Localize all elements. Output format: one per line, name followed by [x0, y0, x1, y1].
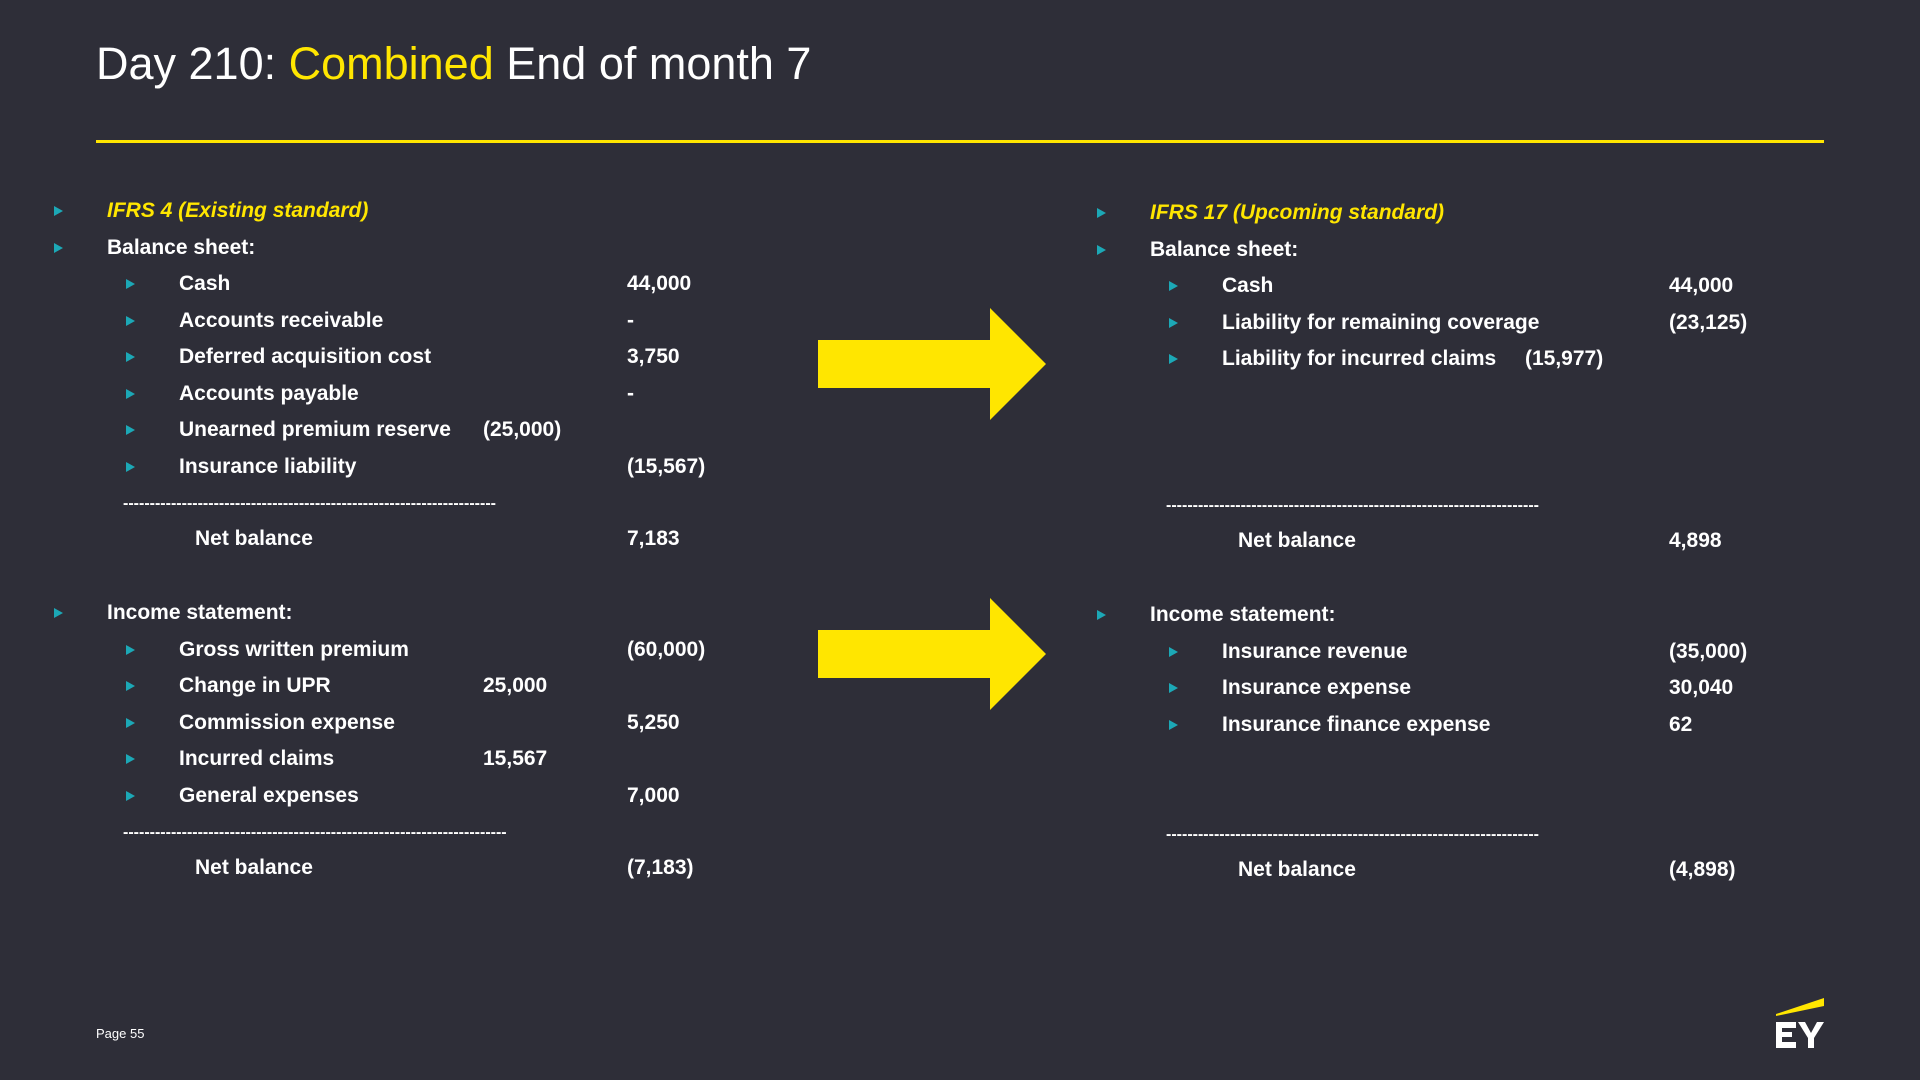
- bullet-icon: [126, 681, 135, 691]
- is-item-label: Gross written premium: [179, 638, 409, 661]
- bullet-icon: [126, 389, 135, 399]
- is-item-value: 5,250: [627, 711, 680, 734]
- bs-item-value: (15,567): [627, 455, 706, 478]
- ifrs17-income-statement-label: Income statement:: [1150, 603, 1336, 626]
- ifrs4-heading: IFRS 4 (Existing standard): [107, 199, 369, 222]
- bs-item-value: 44,000: [627, 272, 692, 295]
- is-item-label: Commission expense: [179, 711, 395, 734]
- bs-item-label: Liability for remaining coverage: [1222, 311, 1540, 334]
- bs-item-value: (15,977): [1525, 347, 1604, 370]
- is-item-value: 30,040: [1669, 676, 1734, 699]
- is-item-value: (35,000): [1669, 640, 1748, 663]
- bullet-icon: [54, 608, 63, 618]
- ifrs4-income-statement-label: Income statement:: [107, 601, 293, 624]
- ifrs17-heading: IFRS 17 (Upcoming standard): [1150, 201, 1445, 224]
- bs-item-label: Cash: [179, 272, 231, 295]
- bullet-icon: [1097, 245, 1106, 255]
- bullet-icon: [1169, 354, 1178, 364]
- title-suffix: End of month 7: [493, 38, 812, 89]
- separator-line: ----------------------------------------…: [123, 824, 507, 841]
- slide-title: Day 210: Combined End of month 7: [96, 38, 811, 90]
- bs-net-value: 4,898: [1669, 529, 1722, 552]
- bullet-icon: [126, 645, 135, 655]
- is-item-value: 7,000: [627, 784, 680, 807]
- bs-item-label: Accounts payable: [179, 382, 359, 405]
- is-item-value: 15,567: [483, 747, 548, 770]
- page-number: Page 55: [96, 1026, 145, 1041]
- bullet-icon: [1169, 683, 1178, 693]
- right-arrow-icon: [818, 308, 1046, 420]
- bullet-icon: [1097, 610, 1106, 620]
- bullet-icon: [54, 243, 63, 253]
- bs-item-value: (25,000): [483, 418, 562, 441]
- is-item-label: Insurance revenue: [1222, 640, 1408, 663]
- is-net-value: (7,183): [627, 856, 694, 879]
- bullet-icon: [54, 206, 63, 216]
- title-prefix: Day 210:: [96, 38, 289, 89]
- bs-net-label: Net balance: [195, 527, 313, 550]
- ey-logo-icon: EY: [1776, 998, 1824, 1048]
- is-item-value: 25,000: [483, 674, 548, 697]
- is-item-value: 62: [1669, 713, 1693, 736]
- bs-net-value: 7,183: [627, 527, 680, 550]
- bullet-icon: [1169, 647, 1178, 657]
- bullet-icon: [126, 791, 135, 801]
- title-divider: [96, 140, 1824, 143]
- bullet-icon: [126, 279, 135, 289]
- bs-item-label: Insurance liability: [179, 455, 357, 478]
- bs-item-value: 44,000: [1669, 274, 1734, 297]
- bullet-icon: [126, 316, 135, 326]
- is-net-label: Net balance: [1238, 858, 1356, 881]
- bullet-icon: [126, 718, 135, 728]
- is-item-label: Incurred claims: [179, 747, 335, 770]
- is-net-label: Net balance: [195, 856, 313, 879]
- bs-item-label: Unearned premium reserve: [179, 418, 451, 441]
- bs-item-value: 3,750: [627, 345, 680, 368]
- bs-item-value: -: [627, 382, 634, 405]
- is-net-value: (4,898): [1669, 858, 1736, 881]
- is-item-label: Insurance expense: [1222, 676, 1412, 699]
- ifrs17-balance-sheet-label: Balance sheet:: [1150, 238, 1299, 261]
- bs-net-label: Net balance: [1238, 529, 1356, 552]
- bullet-icon: [126, 754, 135, 764]
- bullet-icon: [126, 352, 135, 362]
- bs-item-label: Liability for incurred claims: [1222, 347, 1497, 370]
- separator-line: ----------------------------------------…: [123, 495, 496, 512]
- bullet-icon: [1169, 318, 1178, 328]
- bs-item-label: Cash: [1222, 274, 1274, 297]
- bs-item-value: -: [627, 309, 634, 332]
- is-item-value: (60,000): [627, 638, 706, 661]
- is-item-label: Insurance finance expense: [1222, 713, 1491, 736]
- title-highlight: Combined: [288, 38, 494, 89]
- bullet-icon: [126, 425, 135, 435]
- bullet-icon: [126, 462, 135, 472]
- ifrs4-balance-sheet-label: Balance sheet:: [107, 236, 256, 259]
- is-item-label: General expenses: [179, 784, 359, 807]
- is-item-label: Change in UPR: [179, 674, 331, 697]
- bullet-icon: [1169, 720, 1178, 730]
- bullet-icon: [1169, 281, 1178, 291]
- right-arrow-icon: [818, 598, 1046, 710]
- bs-item-value: (23,125): [1669, 311, 1748, 334]
- separator-line: ----------------------------------------…: [1166, 497, 1539, 514]
- bs-item-label: Deferred acquisition cost: [179, 345, 432, 368]
- separator-line: ----------------------------------------…: [1166, 826, 1539, 843]
- bullet-icon: [1097, 208, 1106, 218]
- bs-item-label: Accounts receivable: [179, 309, 384, 332]
